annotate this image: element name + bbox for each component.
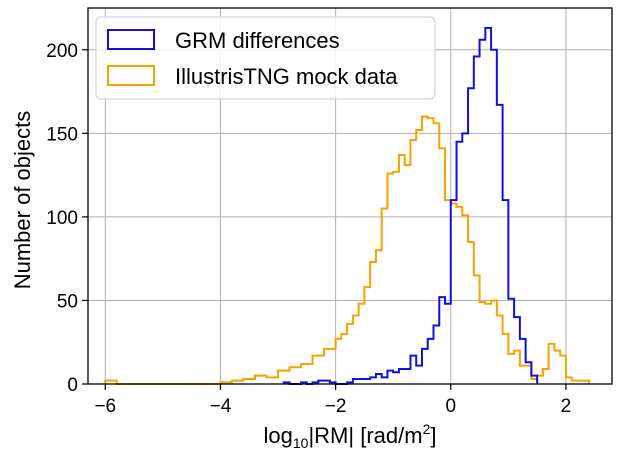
x-axis-label: log10|RM| [rad/m2] — [264, 421, 437, 451]
x-tick-label: 0 — [445, 396, 456, 417]
x-tick-label: −6 — [94, 396, 116, 417]
legend-label-illustris: IllustrisTNG mock data — [175, 64, 398, 89]
y-tick-label: 100 — [46, 208, 78, 229]
legend-box — [95, 16, 436, 100]
x-tick-label: −4 — [210, 396, 232, 417]
y-tick-label: 150 — [46, 124, 78, 145]
x-tick-label: 2 — [561, 396, 572, 417]
legend-label-grm: GRM differences — [175, 28, 340, 53]
y-tick-label: 0 — [67, 375, 78, 396]
x-ticks: −6 −4 −2 0 2 — [94, 384, 571, 417]
legend: GRM differences IllustrisTNG mock data — [95, 16, 436, 100]
series-grm-differences — [282, 27, 539, 385]
series-illustristng-mock — [104, 115, 590, 385]
y-gridlines — [88, 49, 612, 385]
y-ticks: 0 50 100 150 200 — [46, 41, 88, 396]
plot-frame — [87, 7, 613, 385]
y-axis-label: Number of objects — [10, 111, 35, 290]
x-tick-label: −2 — [325, 396, 347, 417]
series-layer — [104, 27, 590, 385]
legend-swatch-illustris — [107, 65, 155, 86]
y-tick-label: 50 — [57, 291, 78, 312]
legend-swatch-grm — [107, 29, 155, 50]
y-tick-label: 200 — [46, 41, 78, 62]
